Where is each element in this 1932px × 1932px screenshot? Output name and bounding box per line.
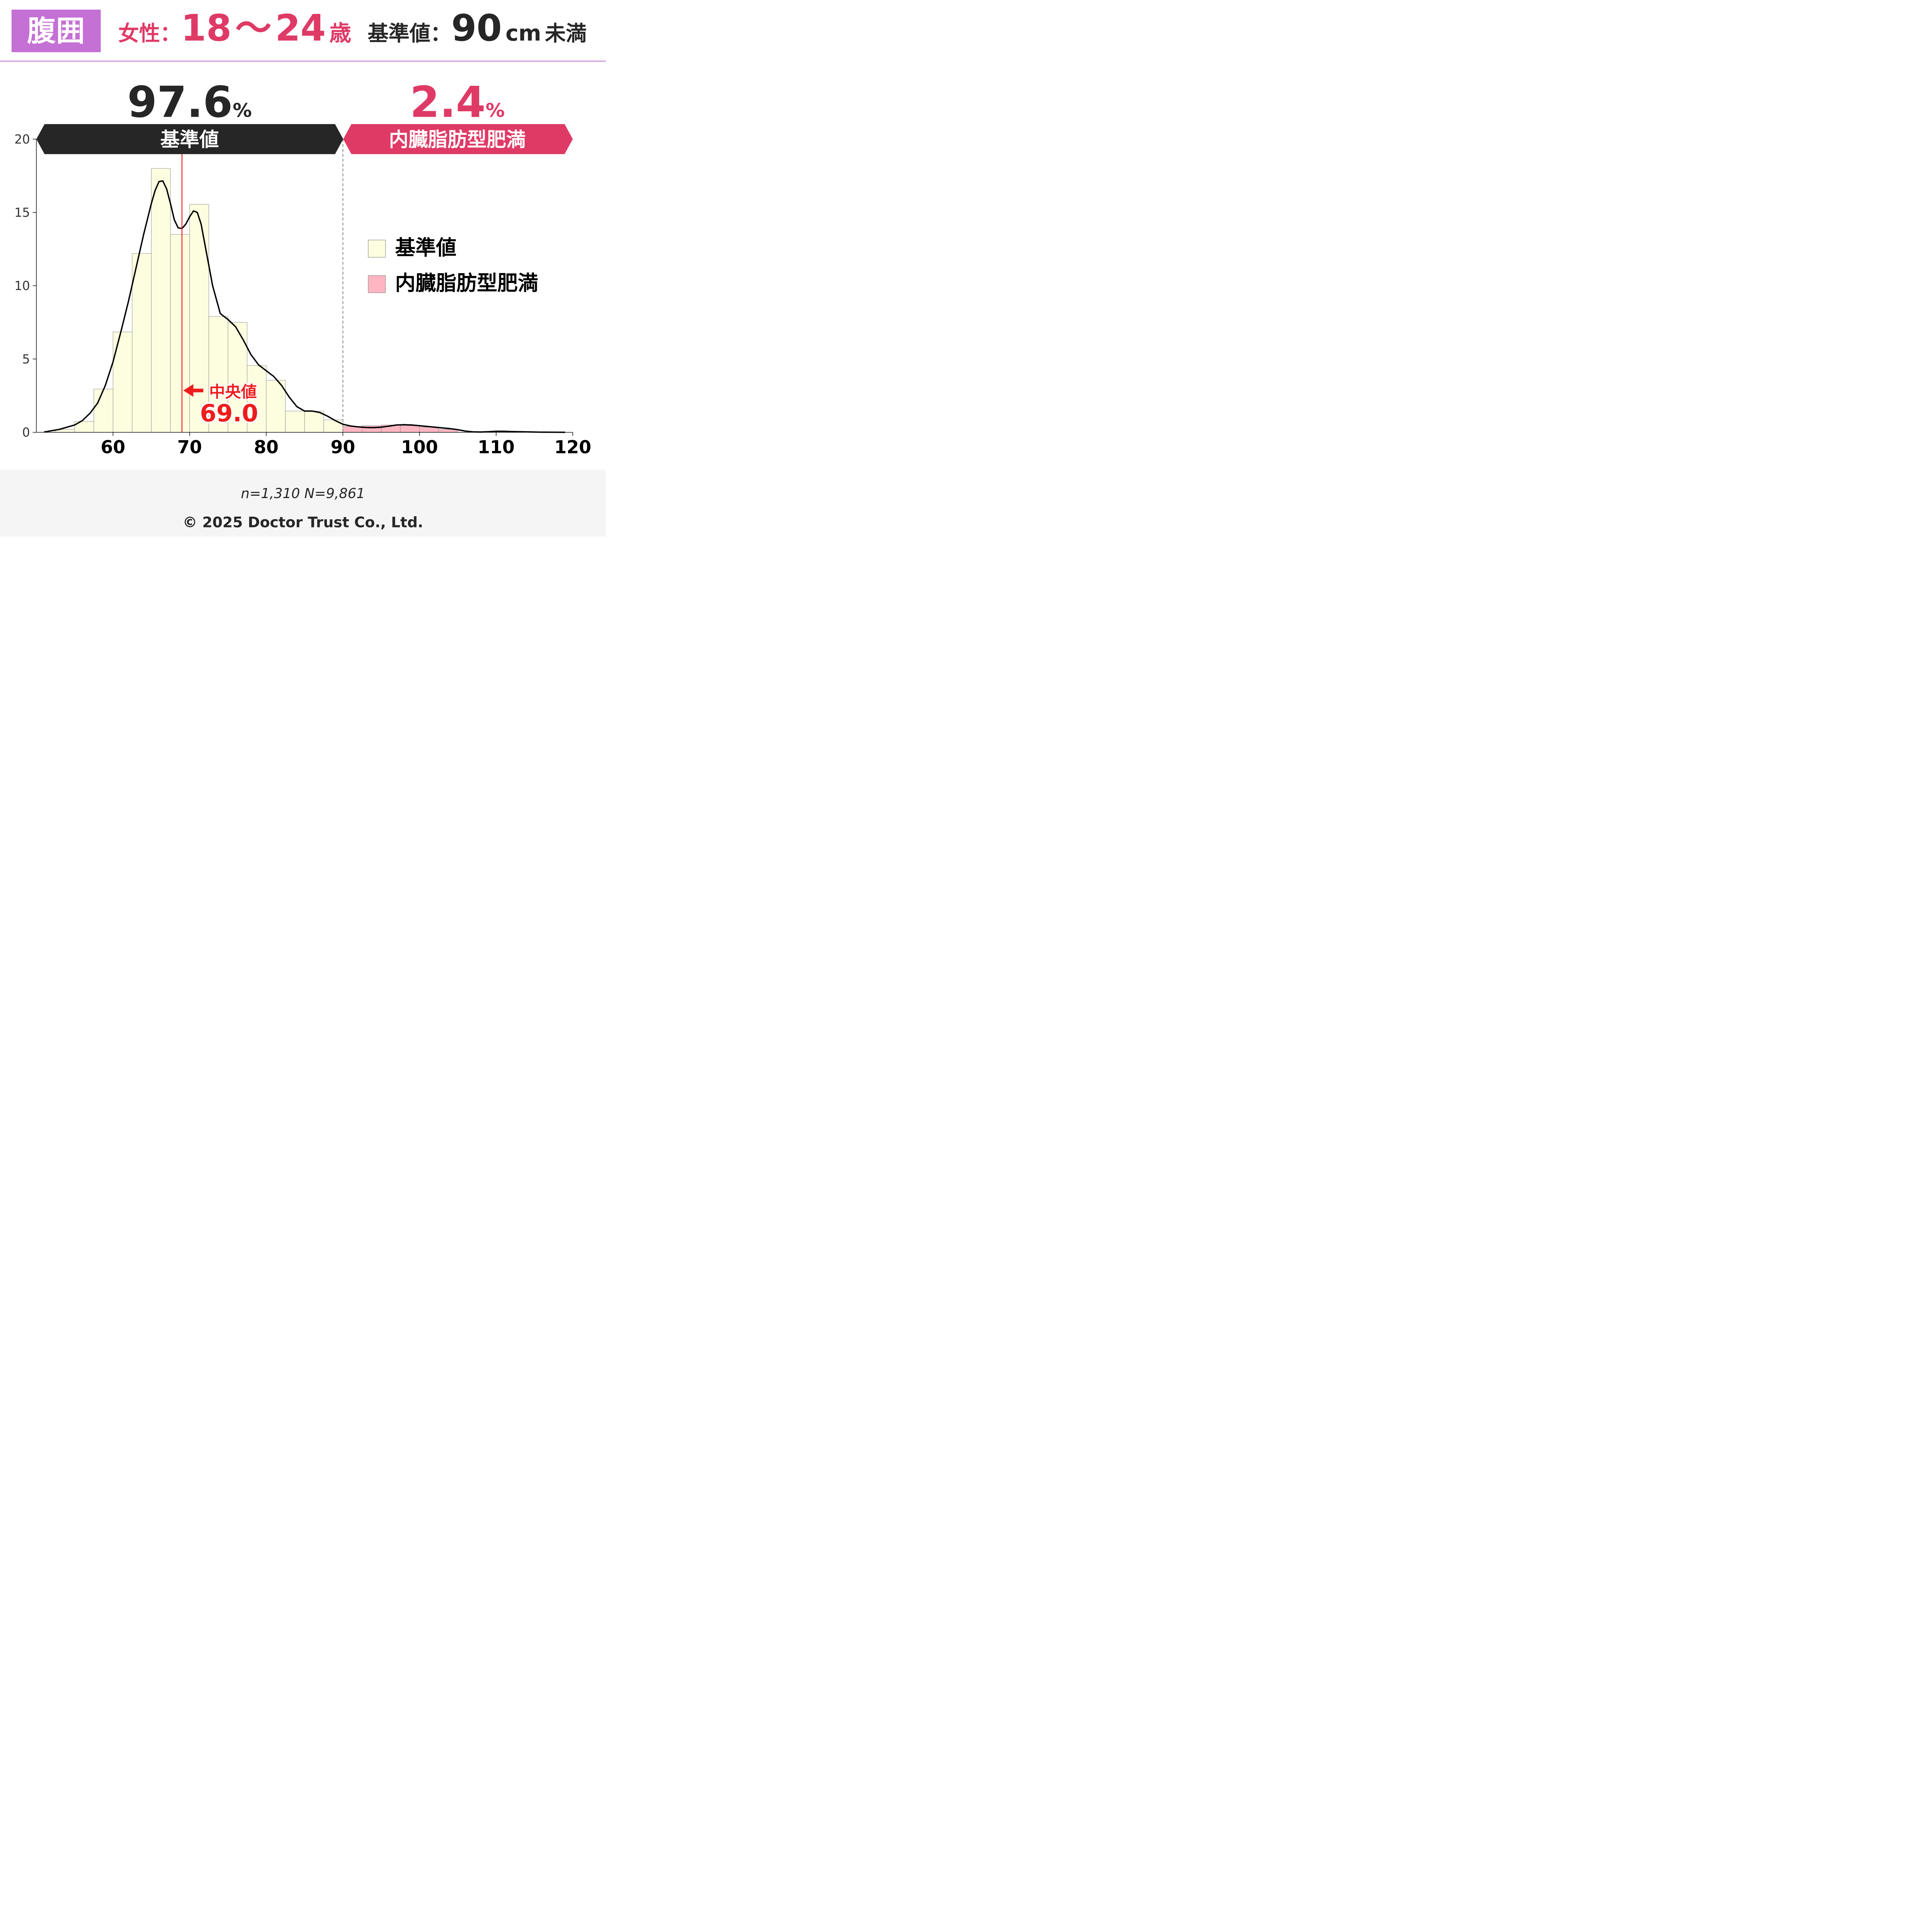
legend-label: 内臓脂肪型肥満 [395, 272, 538, 295]
header-text: 女性 ： 18 ～ 24 歳 基準値 ： 90 cm 未満 [118, 10, 587, 53]
x-tick-label: 60 [101, 437, 126, 457]
infographic: 腹囲 女性 ： 18 ～ 24 歳 基準値 ： 90 cm 未満 0 5 10 15 2… [0, 0, 606, 537]
x-tick-label: 110 [478, 437, 515, 457]
copyright: © 2025 Doctor Trust Co., Ltd. [182, 514, 423, 531]
histogram-bar [132, 253, 152, 433]
standard-unit: cm [505, 20, 541, 46]
x-tick-label: 120 [554, 437, 591, 457]
x-tick-label: 70 [177, 437, 202, 457]
y-tick-label: 0 [22, 426, 30, 440]
standard-label: 基準値 [367, 21, 430, 46]
histogram-bar [94, 389, 113, 433]
histogram-bar [151, 168, 171, 433]
y-tick-label: 10 [14, 279, 30, 293]
colon: ： [160, 21, 181, 46]
x-tick-label: 80 [254, 437, 279, 457]
sample-size-note: n=1,310 N=9,861 [241, 485, 365, 502]
legend-label: 基準値 [395, 236, 456, 260]
density-curve [44, 180, 565, 433]
category-ribbon [36, 124, 344, 154]
age-unit: 歳 [329, 20, 352, 46]
histogram-bar [266, 380, 286, 433]
histogram-bar [323, 420, 343, 433]
footer [0, 469, 606, 537]
category-ribbon-label: 内臓脂肪型肥満 [389, 128, 526, 151]
histogram-bar [304, 411, 324, 433]
category-ribbon [343, 124, 573, 154]
histogram-bar [112, 332, 133, 433]
category-percent: 2.4% [410, 77, 505, 127]
y-tick-label: 20 [14, 133, 30, 146]
legend-swatch [368, 240, 386, 258]
measure-badge: 腹囲 [11, 9, 101, 53]
standard-value: 90 [451, 7, 502, 49]
legend-swatch [368, 275, 386, 293]
histogram-bar [208, 316, 228, 433]
median-label: 中央値 [209, 383, 257, 401]
histogram-bar [285, 411, 305, 433]
x-tick-label: 100 [401, 437, 438, 457]
sex-label: 女性 [118, 21, 160, 46]
age-to: 24 [275, 7, 326, 49]
histogram-bar [189, 204, 209, 433]
age-from: 18 [181, 7, 232, 49]
category-percent: 97.6% [127, 77, 252, 127]
x-tick-label: 90 [330, 437, 355, 457]
y-tick-label: 5 [22, 352, 30, 366]
y-tick-label: 15 [14, 206, 30, 220]
median-arrow-head [183, 384, 194, 397]
axes: 0 5 10 15 20 60 70 80 90 100 110 120 [14, 133, 591, 457]
histogram-bar [400, 425, 420, 433]
category-ribbon-label: 基準値 [160, 128, 219, 151]
histogram-bars [55, 168, 458, 433]
age-sep: ～ [235, 7, 272, 49]
median-arrow-shaft [192, 388, 204, 393]
histogram-bar [170, 234, 190, 433]
median-value: 69.0 [200, 400, 258, 427]
standard-suffix: 未満 [544, 21, 587, 46]
colon-2: ： [430, 21, 451, 46]
